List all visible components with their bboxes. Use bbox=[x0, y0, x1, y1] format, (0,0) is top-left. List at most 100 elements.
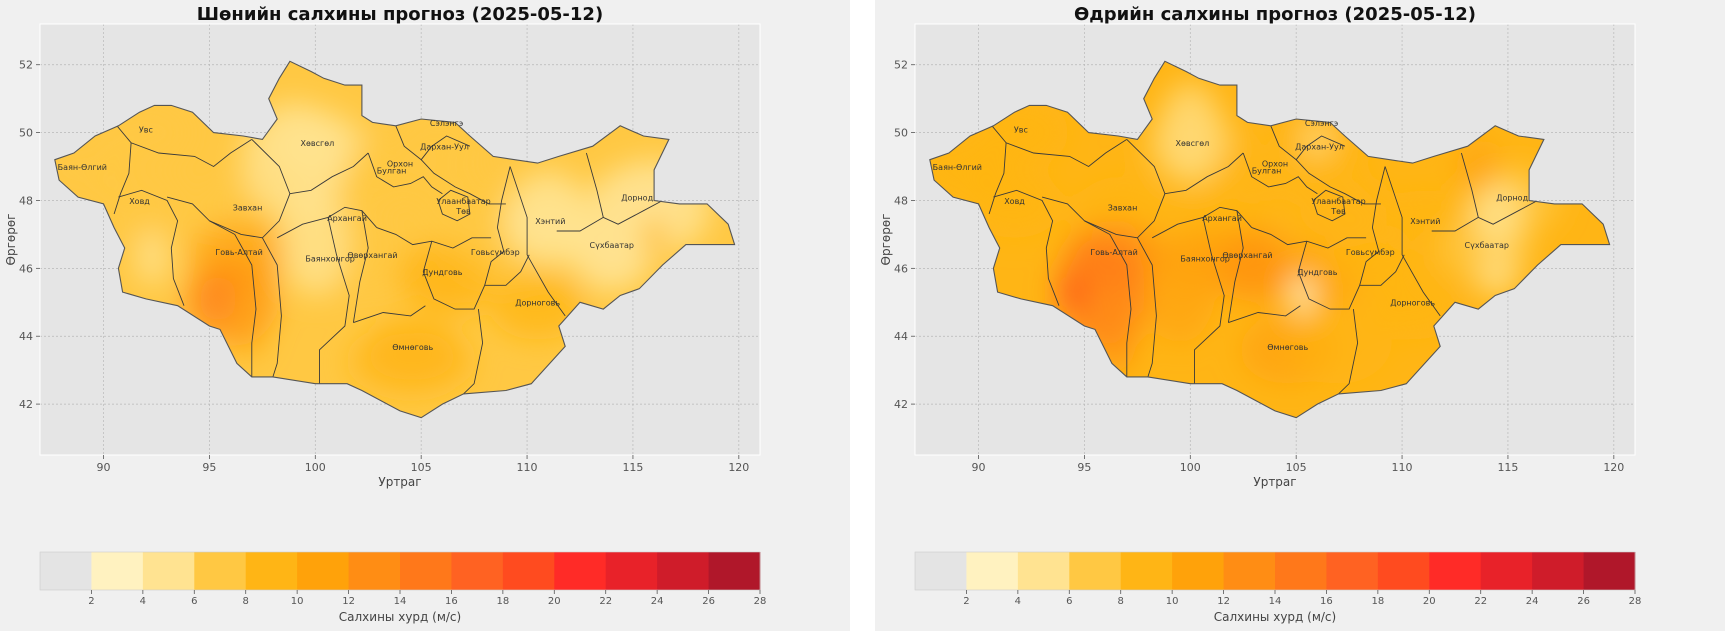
colorbar-swatch bbox=[245, 552, 298, 590]
colorbar-swatch bbox=[1172, 552, 1225, 590]
colorbar-tick-label: 12 bbox=[1217, 596, 1230, 607]
x-tick-label: 110 bbox=[517, 461, 538, 474]
aimag-border bbox=[1227, 210, 1244, 323]
aimag-border bbox=[509, 166, 566, 317]
aimag-border bbox=[1151, 206, 1253, 239]
aimag-border bbox=[395, 125, 471, 161]
colorbar-swatch bbox=[915, 552, 967, 590]
aimag-border bbox=[422, 241, 505, 310]
colorbar-swatch bbox=[1532, 552, 1585, 590]
x-tick-label: 115 bbox=[622, 461, 643, 474]
colorbar-swatch bbox=[605, 552, 658, 590]
colorbar-tick-label: 28 bbox=[1629, 596, 1642, 607]
y-tick-label: 48 bbox=[19, 194, 33, 207]
colorbar-tick-label: 24 bbox=[651, 596, 664, 607]
region-label: Өмнөговь bbox=[1267, 343, 1308, 352]
y-tick-label: 48 bbox=[894, 194, 908, 207]
region-label: Хэнтий bbox=[1410, 217, 1440, 226]
region-label: Говь-Алтай bbox=[215, 248, 262, 257]
wind-cell bbox=[91, 169, 188, 238]
aimag-border bbox=[367, 152, 443, 195]
region-label: Орхон bbox=[1262, 160, 1288, 169]
aimag-border bbox=[437, 189, 471, 222]
country-outline bbox=[929, 60, 1611, 419]
wind-patch bbox=[1291, 275, 1314, 316]
aimag-border bbox=[1270, 125, 1346, 161]
aimag-border bbox=[1084, 220, 1132, 377]
region-label: Өвөрхангай bbox=[1222, 251, 1272, 260]
colorbar-swatch bbox=[400, 552, 452, 590]
x-tick-label: 95 bbox=[202, 461, 216, 474]
wind-patch bbox=[1158, 81, 1223, 184]
aimag-border bbox=[262, 237, 282, 378]
region-label: Хөвсгөл bbox=[301, 139, 335, 148]
region-label: Ховд bbox=[1004, 197, 1025, 206]
colorbar-tick-label: 8 bbox=[1118, 596, 1124, 607]
night-forecast-panel: Увс Баян-Өлгий Ховд Завхан Говь-Алтай Хөвсгөл… bbox=[0, 0, 850, 631]
wind-patch bbox=[643, 217, 665, 259]
colorbar-tick-label: 6 bbox=[191, 596, 197, 607]
region-label: Дундговь bbox=[1297, 268, 1338, 277]
aimag-border bbox=[1359, 254, 1405, 286]
aimag-border bbox=[1194, 217, 1225, 384]
x-tick-label: 105 bbox=[1286, 461, 1307, 474]
colorbar-tick-label: 10 bbox=[1166, 596, 1179, 607]
colorbar-tick-label: 28 bbox=[754, 596, 767, 607]
region-label: Говьсүмбэр bbox=[471, 248, 520, 257]
colorbar-swatch bbox=[1017, 552, 1070, 590]
colorbar-swatch bbox=[1377, 552, 1430, 590]
wind-patch bbox=[135, 231, 170, 286]
region-label: Сэлэнгэ bbox=[1305, 119, 1338, 128]
aimag-border bbox=[993, 189, 1060, 306]
aimag-border bbox=[1371, 166, 1386, 252]
aimag-border bbox=[1242, 152, 1318, 195]
region-label: Төв bbox=[1330, 207, 1346, 216]
aimag-border bbox=[113, 142, 132, 215]
colorbar-swatch bbox=[708, 552, 761, 590]
colorbar-tick-label: 26 bbox=[1577, 596, 1590, 607]
region-label: Төв bbox=[455, 207, 471, 216]
colorbar-tick-label: 18 bbox=[1371, 596, 1384, 607]
region-label: Баян-Өлгий bbox=[933, 163, 982, 172]
region-label: Баянхонгор bbox=[305, 255, 354, 264]
colorbar-swatch bbox=[297, 552, 350, 590]
colorbar-swatch bbox=[554, 552, 607, 590]
x-axis-label: Уртраг bbox=[378, 475, 421, 489]
region-label: Говь-Алтай bbox=[1090, 248, 1137, 257]
aimag-border bbox=[1228, 305, 1301, 324]
region-label: Хэнтий bbox=[535, 217, 565, 226]
region-label: Дархан-Уул bbox=[1295, 143, 1344, 152]
colorbar-swatch bbox=[1326, 552, 1379, 590]
y-axis-label: Өргөрөг bbox=[879, 214, 893, 266]
aimag-border bbox=[1460, 152, 1538, 225]
aimag-border bbox=[353, 305, 426, 324]
colorbar-swatch bbox=[142, 552, 195, 590]
colorbar-tick-label: 22 bbox=[1474, 596, 1487, 607]
aimag-border bbox=[420, 159, 506, 205]
y-tick-label: 50 bbox=[894, 127, 908, 140]
colorbar-tick-label: 14 bbox=[1269, 596, 1282, 607]
region-label: Хөвсгөл bbox=[1176, 139, 1210, 148]
colorbar-swatch bbox=[1480, 552, 1533, 590]
aimag-border bbox=[1295, 159, 1381, 205]
region-label: Дундговь bbox=[422, 268, 463, 277]
region-label: Дорнод bbox=[1496, 193, 1528, 202]
aimag-border bbox=[118, 189, 185, 306]
colorbar-swatch bbox=[502, 552, 555, 590]
aimag-border bbox=[1338, 309, 1359, 395]
region-label: Сэлэнгэ bbox=[430, 119, 463, 128]
region-label: Дорноговь bbox=[1390, 299, 1435, 308]
plot-frame bbox=[914, 23, 1636, 456]
day-wind-map: Увс Баян-Өлгий Ховд Завхан Говь-Алтай Хөвсгөл… bbox=[879, 4, 1642, 624]
region-label: Орхон bbox=[387, 160, 413, 169]
aimag-border bbox=[988, 142, 1007, 215]
day-forecast-panel: Увс Баян-Өлгий Ховд Завхан Говь-Алтай Хөвсгөл… bbox=[875, 0, 1725, 631]
x-axis-label: Уртраг bbox=[1253, 475, 1296, 489]
region-label: Говьсүмбэр bbox=[1346, 248, 1395, 257]
region-label: Дорнод bbox=[621, 193, 653, 202]
colorbar-tick-label: 16 bbox=[1320, 596, 1333, 607]
colorbar-swatch bbox=[348, 552, 401, 590]
x-tick-label: 95 bbox=[1077, 461, 1091, 474]
y-tick-label: 52 bbox=[19, 59, 33, 72]
plot-frame bbox=[39, 23, 761, 456]
